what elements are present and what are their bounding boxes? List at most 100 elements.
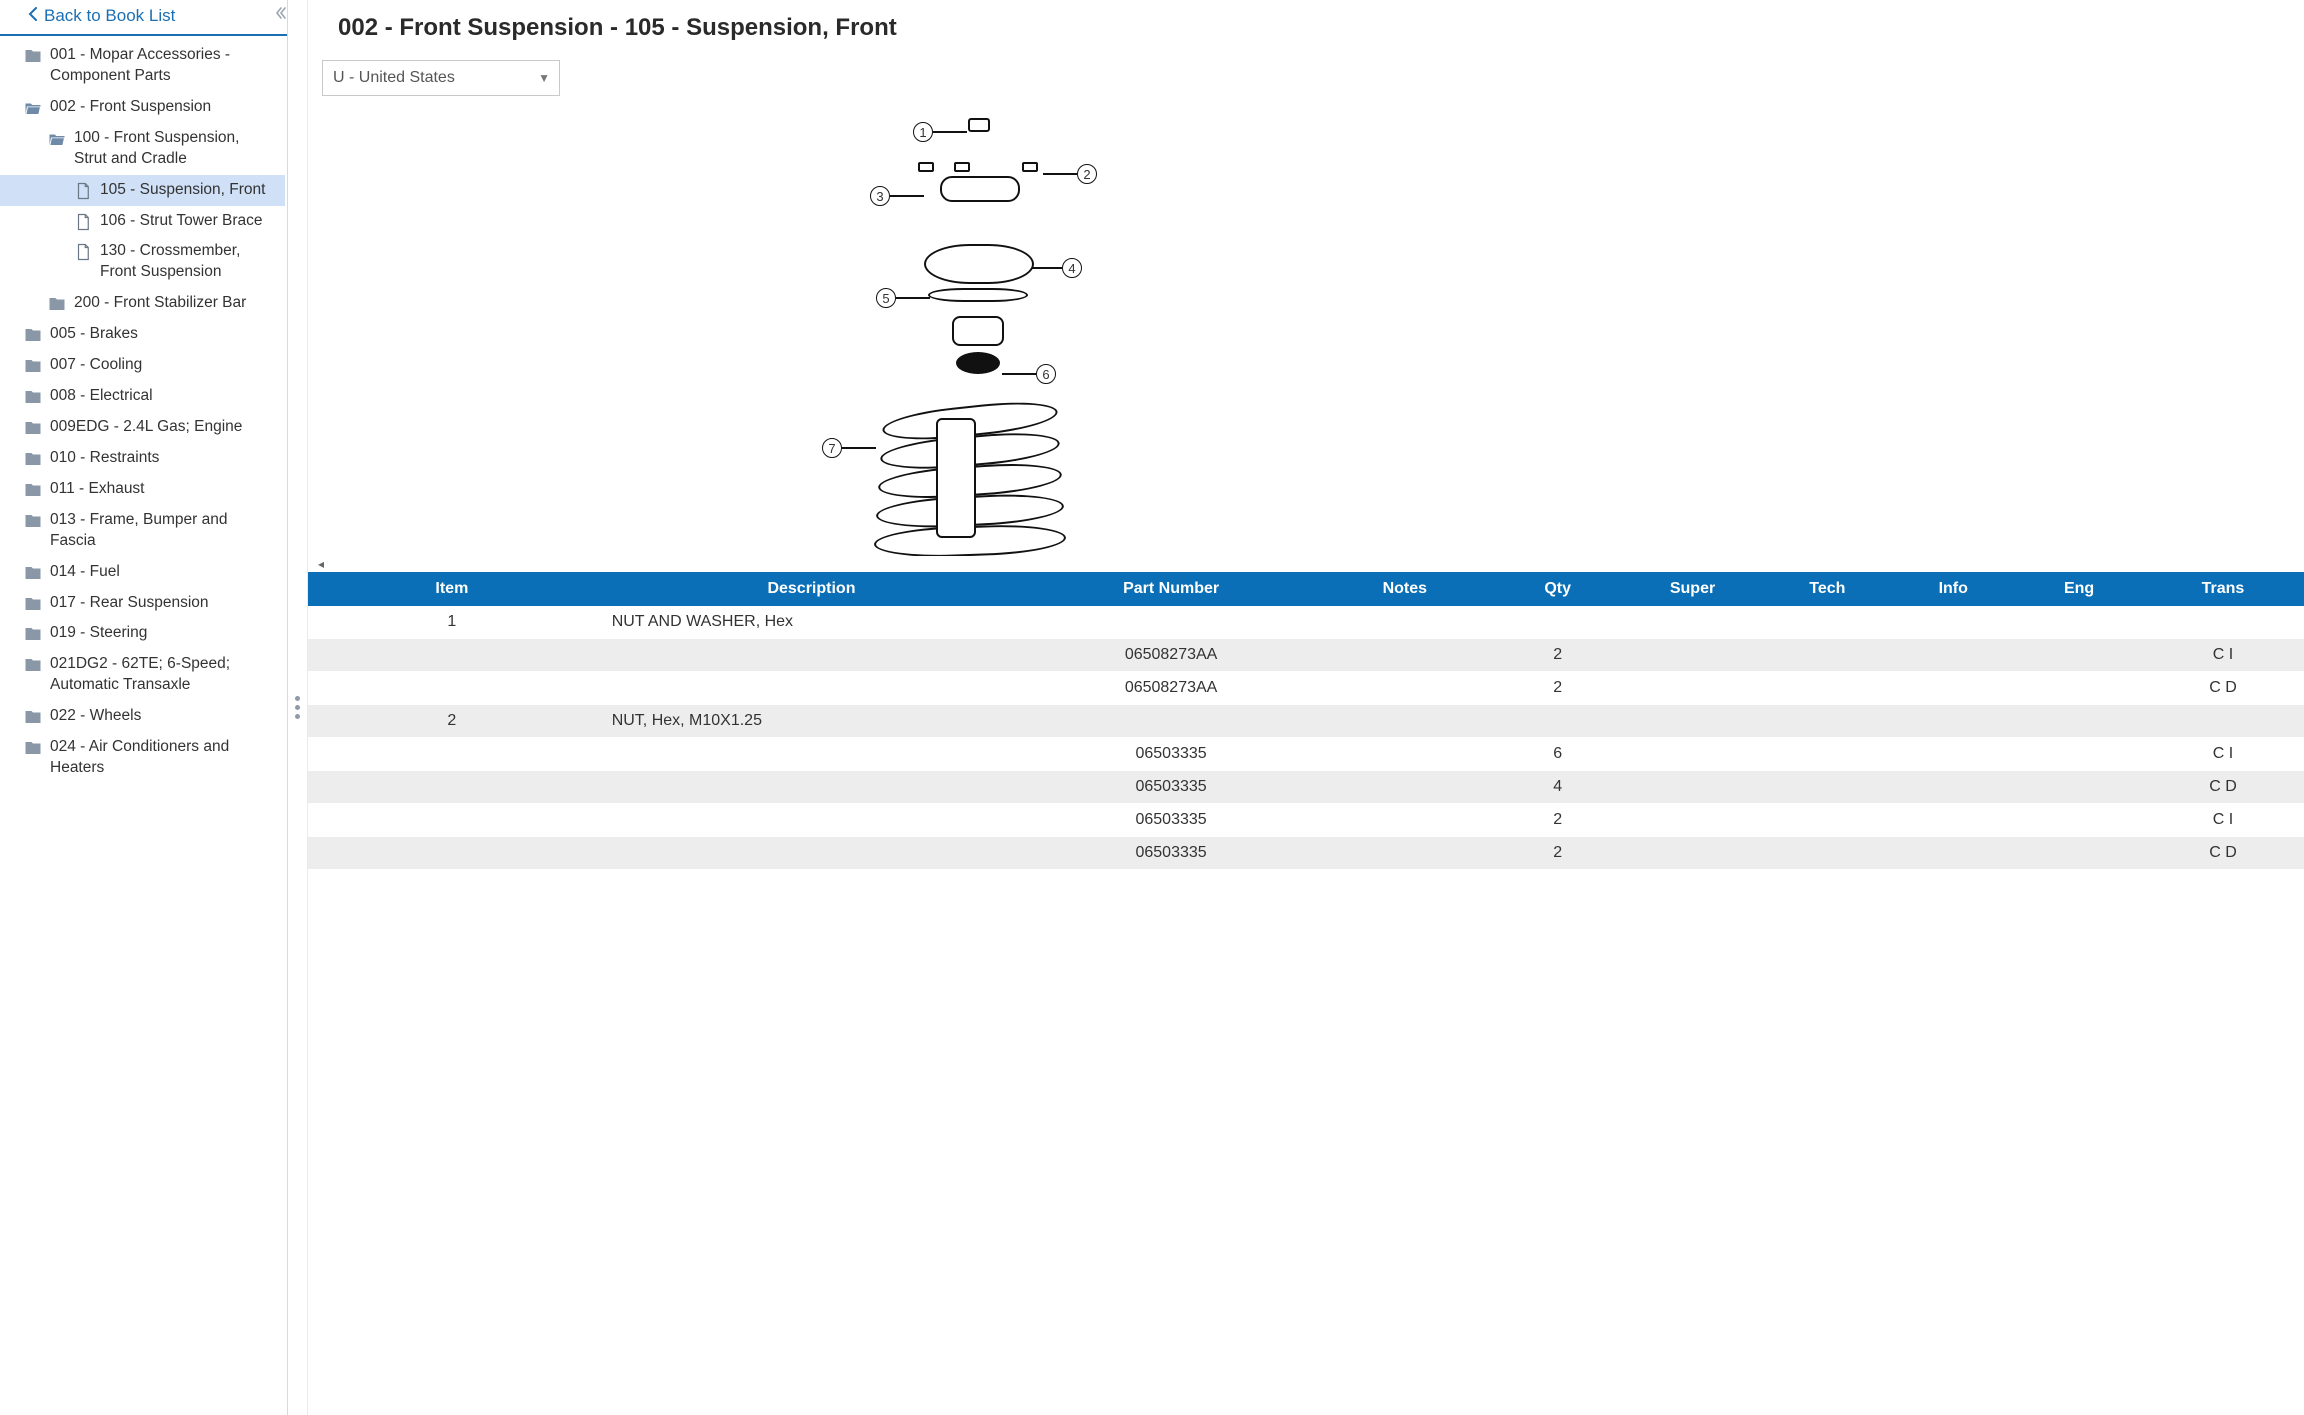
tree-folder-item[interactable]: 001 - Mopar Accessories - Component Part… <box>0 40 285 92</box>
back-link-label: Back to Book List <box>44 6 175 26</box>
tree-item-label: 200 - Front Stabilizer Bar <box>74 293 246 314</box>
cell-qty: 2 <box>1495 837 1621 870</box>
cell-tech <box>1764 639 1890 672</box>
tree-folder-item[interactable]: 024 - Air Conditioners and Heaters <box>0 732 285 784</box>
tree-item-label: 007 - Cooling <box>50 355 142 376</box>
tree-item-label: 005 - Brakes <box>50 324 138 345</box>
col-tech[interactable]: Tech <box>1764 572 1890 606</box>
col-part-number[interactable]: Part Number <box>1027 572 1315 606</box>
callout-number: 1 <box>913 122 933 142</box>
col-eng[interactable]: Eng <box>2016 572 2142 606</box>
folder-icon <box>24 450 42 468</box>
table-body: 1NUT AND WASHER, Hex06508273AA2C I065082… <box>308 606 2304 870</box>
folder-icon <box>24 595 42 613</box>
col-super[interactable]: Super <box>1621 572 1765 606</box>
diagram-callout[interactable]: 5 <box>876 288 930 308</box>
cell-tech <box>1764 606 1890 639</box>
callout-number: 6 <box>1036 364 1056 384</box>
diagram-callout[interactable]: 7 <box>822 438 876 458</box>
table-row[interactable]: 1NUT AND WASHER, Hex <box>308 606 2304 639</box>
table-row[interactable]: 065033352C D <box>308 837 2304 870</box>
cell-desc <box>596 672 1028 705</box>
diagram-callout[interactable]: 1 <box>913 122 967 142</box>
cell-trans <box>2142 705 2304 738</box>
tree-page-item[interactable]: 105 - Suspension, Front <box>0 175 285 206</box>
tree-scroll[interactable]: 001 - Mopar Accessories - Component Part… <box>0 36 287 1415</box>
tree-item-label: 001 - Mopar Accessories - Component Part… <box>50 45 275 87</box>
folder-open-icon <box>24 99 42 117</box>
region-select[interactable]: U - United States ▼ <box>322 60 560 96</box>
tree-folder-item[interactable]: 008 - Electrical <box>0 381 285 412</box>
tree-folder-item[interactable]: 005 - Brakes <box>0 319 285 350</box>
tree-folder-item[interactable]: 010 - Restraints <box>0 443 285 474</box>
tree-folder-item[interactable]: 002 - Front Suspension <box>0 92 285 123</box>
col-trans[interactable]: Trans <box>2142 572 2304 606</box>
sidebar-collapse-button[interactable] <box>272 4 290 25</box>
folder-icon <box>24 625 42 643</box>
table-row[interactable]: 065033352C I <box>308 804 2304 837</box>
col-description[interactable]: Description <box>596 572 1028 606</box>
tree-item-label: 105 - Suspension, Front <box>100 180 265 201</box>
region-select-value: U - United States <box>322 60 560 96</box>
tree-folder-item[interactable]: 009EDG - 2.4L Gas; Engine <box>0 412 285 443</box>
main-panel: 002 - Front Suspension - 105 - Suspensio… <box>308 0 2304 1415</box>
cell-info <box>1890 771 2016 804</box>
tree-item-label: 019 - Steering <box>50 623 147 644</box>
callout-number: 2 <box>1077 164 1097 184</box>
splitter-handle[interactable] <box>288 0 308 1415</box>
diagram-callout[interactable]: 4 <box>1028 258 1082 278</box>
tree-page-item[interactable]: 130 - Crossmember, Front Suspension <box>0 236 285 288</box>
tree-folder-item[interactable]: 021DG2 - 62TE; 6-Speed; Automatic Transa… <box>0 649 285 701</box>
cell-eng <box>2016 606 2142 639</box>
tree-folder-item[interactable]: 017 - Rear Suspension <box>0 588 285 619</box>
table-row[interactable]: 06508273AA2C I <box>308 639 2304 672</box>
table-row[interactable]: 065033354C D <box>308 771 2304 804</box>
tree-folder-item[interactable]: 100 - Front Suspension, Strut and Cradle <box>0 123 285 175</box>
tree-page-item[interactable]: 106 - Strut Tower Brace <box>0 206 285 237</box>
folder-icon <box>24 656 42 674</box>
page-icon <box>74 243 92 261</box>
diagram-callout[interactable]: 2 <box>1043 164 1097 184</box>
page-title: 002 - Front Suspension - 105 - Suspensio… <box>308 0 2304 46</box>
cell-item <box>308 804 596 837</box>
col-notes[interactable]: Notes <box>1315 572 1495 606</box>
table-row[interactable]: 065033356C I <box>308 738 2304 771</box>
col-qty[interactable]: Qty <box>1495 572 1621 606</box>
col-item[interactable]: Item <box>308 572 596 606</box>
cell-pn: 06503335 <box>1027 771 1315 804</box>
back-to-book-list-link[interactable]: Back to Book List <box>0 0 287 36</box>
cell-trans: C D <box>2142 672 2304 705</box>
diagram-callout[interactable]: 6 <box>1002 364 1056 384</box>
app-root: Back to Book List 001 - Mopar Accessorie… <box>0 0 2304 1415</box>
tree-item-label: 011 - Exhaust <box>50 479 145 500</box>
cell-desc <box>596 738 1028 771</box>
tree-folder-item[interactable]: 011 - Exhaust <box>0 474 285 505</box>
tree-folder-item[interactable]: 013 - Frame, Bumper and Fascia <box>0 505 285 557</box>
table-row[interactable]: 06508273AA2C D <box>308 672 2304 705</box>
cell-notes <box>1315 606 1495 639</box>
diagram-scroll-left[interactable]: ◂ <box>308 556 2304 572</box>
callout-number: 5 <box>876 288 896 308</box>
cell-info <box>1890 672 2016 705</box>
table-row[interactable]: 2NUT, Hex, M10X1.25 <box>308 705 2304 738</box>
parts-diagram[interactable]: 1 2 3 4 5 6 7 <box>308 106 2304 556</box>
folder-open-icon <box>48 130 66 148</box>
tree-folder-item[interactable]: 014 - Fuel <box>0 557 285 588</box>
folder-icon <box>24 708 42 726</box>
cell-item: 1 <box>308 606 596 639</box>
cell-tech <box>1764 672 1890 705</box>
tree-folder-item[interactable]: 019 - Steering <box>0 618 285 649</box>
cell-info <box>1890 804 2016 837</box>
folder-icon <box>24 326 42 344</box>
cell-super <box>1621 639 1765 672</box>
cell-qty: 6 <box>1495 738 1621 771</box>
cell-eng <box>2016 705 2142 738</box>
cell-trans: C D <box>2142 771 2304 804</box>
parts-table-wrap[interactable]: Item Description Part Number Notes Qty S… <box>308 572 2304 1415</box>
col-info[interactable]: Info <box>1890 572 2016 606</box>
tree-folder-item[interactable]: 022 - Wheels <box>0 701 285 732</box>
tree-folder-item[interactable]: 200 - Front Stabilizer Bar <box>0 288 285 319</box>
cell-desc <box>596 771 1028 804</box>
tree-folder-item[interactable]: 007 - Cooling <box>0 350 285 381</box>
diagram-callout[interactable]: 3 <box>870 186 924 206</box>
